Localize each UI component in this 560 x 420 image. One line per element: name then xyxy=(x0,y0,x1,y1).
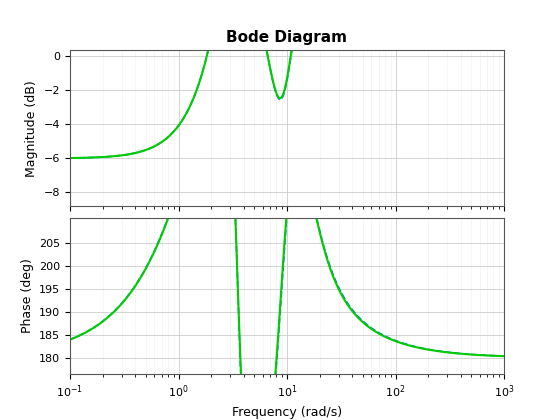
syse xyxy=(67,337,73,342)
sysd xyxy=(142,267,148,272)
sysd xyxy=(67,337,73,342)
Y-axis label: Magnitude (dB): Magnitude (dB) xyxy=(25,80,38,176)
sysd xyxy=(67,155,73,160)
syse xyxy=(233,248,240,253)
Line: sysd: sysd xyxy=(70,0,504,158)
syse xyxy=(67,155,73,160)
sysd xyxy=(142,148,148,153)
sysd xyxy=(116,303,123,308)
syse xyxy=(116,304,123,309)
sysd xyxy=(492,353,499,358)
Title: Bode Diagram: Bode Diagram xyxy=(226,30,348,45)
sysd xyxy=(116,153,123,158)
sysd xyxy=(446,350,452,355)
syse xyxy=(492,353,499,358)
syse xyxy=(501,354,507,359)
Line: syse: syse xyxy=(70,0,504,158)
sysd xyxy=(217,60,223,65)
sysd xyxy=(501,354,507,359)
syse xyxy=(116,153,123,158)
sysd xyxy=(233,247,240,252)
syse xyxy=(142,267,148,272)
syse xyxy=(216,65,223,70)
Line: syse: syse xyxy=(70,68,504,420)
syse xyxy=(446,350,452,355)
syse xyxy=(142,148,148,153)
X-axis label: Frequency (rad/s): Frequency (rad/s) xyxy=(232,406,342,419)
Line: sysd: sysd xyxy=(70,63,504,420)
Y-axis label: Phase (deg): Phase (deg) xyxy=(21,259,34,333)
